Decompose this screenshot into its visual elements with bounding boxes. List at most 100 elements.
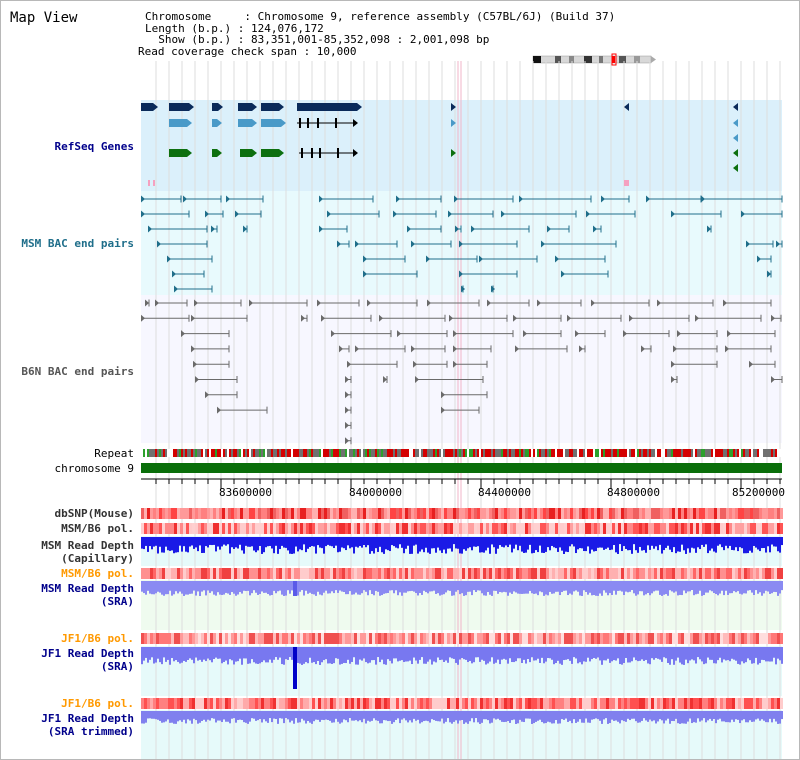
info-coverage-span: Read coverage check span : 10,000 <box>138 44 357 58</box>
depth-bar <box>483 537 485 553</box>
depth-bar <box>537 647 539 659</box>
depth-bar <box>569 647 571 661</box>
depth-bar <box>421 581 423 595</box>
msm-bac-pair-end <box>363 270 367 278</box>
depth-bar <box>487 581 489 593</box>
depth-bar <box>351 537 353 548</box>
depth-bar <box>361 537 363 548</box>
depth-bar <box>627 537 629 551</box>
depth-bar <box>217 537 219 547</box>
depth-bar <box>215 647 217 658</box>
depth-bar <box>541 537 543 553</box>
depth-bar <box>253 647 255 663</box>
repeat-segment <box>243 449 245 457</box>
depth-bar <box>431 647 433 665</box>
repeat-segment <box>737 449 739 457</box>
heat-cell <box>300 568 303 579</box>
repeat-segment <box>327 449 329 457</box>
msm-bac-pair-end <box>561 270 565 278</box>
depth-bar <box>427 537 429 553</box>
heat-cell <box>375 633 378 644</box>
depth-bar <box>411 647 413 665</box>
depth-bar <box>233 581 235 594</box>
depth-bar <box>631 647 633 662</box>
repeat-segment <box>773 449 775 457</box>
heat-cell <box>204 633 207 644</box>
info-show-range: Show (b.p.) : 83,351,001-85,352,098 : 2,… <box>145 33 490 46</box>
depth-bar <box>439 537 441 551</box>
depth-bar <box>649 537 651 550</box>
heat-cell <box>669 508 672 519</box>
depth-bar <box>613 711 615 721</box>
heat-cell <box>519 523 522 534</box>
depth-bar <box>279 537 281 550</box>
msm-bac-pair-end <box>541 240 545 248</box>
repeat-segment <box>761 449 763 457</box>
heat-cell <box>450 523 453 534</box>
depth-bar <box>291 647 293 660</box>
track-label-refseq[interactable]: RefSeq Genes <box>54 140 134 153</box>
depth-bar <box>679 537 681 552</box>
heat-cell <box>570 633 573 644</box>
depth-bar <box>217 711 219 721</box>
track-label-msm-bac[interactable]: MSM BAC end pairs <box>21 237 134 250</box>
repeat-segment <box>415 449 417 457</box>
repeat-segment <box>769 449 771 457</box>
heat-cell <box>360 523 363 534</box>
heat-cell <box>348 633 351 644</box>
heat-cell <box>564 633 567 644</box>
heat-cell <box>468 698 471 709</box>
heat-cell <box>432 568 435 579</box>
heat-cell <box>495 633 498 644</box>
heat-cell <box>750 568 753 579</box>
heat-cell <box>543 523 546 534</box>
heat-cell <box>237 698 240 709</box>
repeat-segment <box>645 449 647 457</box>
depth-bar <box>529 647 531 663</box>
heat-cell <box>357 523 360 534</box>
heat-cell <box>450 633 453 644</box>
heat-cell <box>432 633 435 644</box>
repeat-segment <box>673 449 675 457</box>
track-label-b6n-bac[interactable]: B6N BAC end pairs <box>21 365 134 378</box>
repeat-segment <box>667 449 669 457</box>
msm-bac-pair-end <box>767 270 771 278</box>
depth-bar <box>223 647 225 662</box>
depth-bar <box>653 647 655 660</box>
heat-cell <box>528 523 531 534</box>
heat-cell <box>222 508 225 519</box>
depth-bar <box>461 537 463 554</box>
repeat-segment <box>279 449 281 457</box>
heat-cell <box>531 508 534 519</box>
depth-bar <box>777 711 779 724</box>
heat-cell <box>333 508 336 519</box>
b6n-bac-pair-end <box>181 330 185 338</box>
depth-bar <box>403 647 405 663</box>
chromosome-ideogram[interactable] <box>529 53 659 67</box>
heat-cell <box>729 523 732 534</box>
heat-cell <box>768 508 771 519</box>
depth-bar <box>775 647 777 665</box>
repeat-segment <box>665 449 667 457</box>
depth-bar <box>491 711 493 723</box>
depth-bar <box>641 537 643 551</box>
depth-bar <box>301 711 303 719</box>
depth-bar <box>535 647 537 661</box>
depth-bar <box>575 537 577 554</box>
depth-bar <box>743 537 745 554</box>
repeat-segment <box>727 449 729 457</box>
depth-bar <box>741 537 743 549</box>
depth-bar <box>725 537 727 546</box>
heat-cell <box>675 508 678 519</box>
msm-bac-pair-end <box>601 195 605 203</box>
heat-cell <box>513 568 516 579</box>
heat-cell <box>144 698 147 709</box>
depth-bar <box>311 537 313 546</box>
repeat-segment <box>357 449 359 457</box>
heat-cell <box>171 508 174 519</box>
depth-bar <box>157 537 159 554</box>
depth-bar <box>477 711 479 723</box>
depth-bar <box>203 581 205 591</box>
depth-bar <box>197 647 199 661</box>
